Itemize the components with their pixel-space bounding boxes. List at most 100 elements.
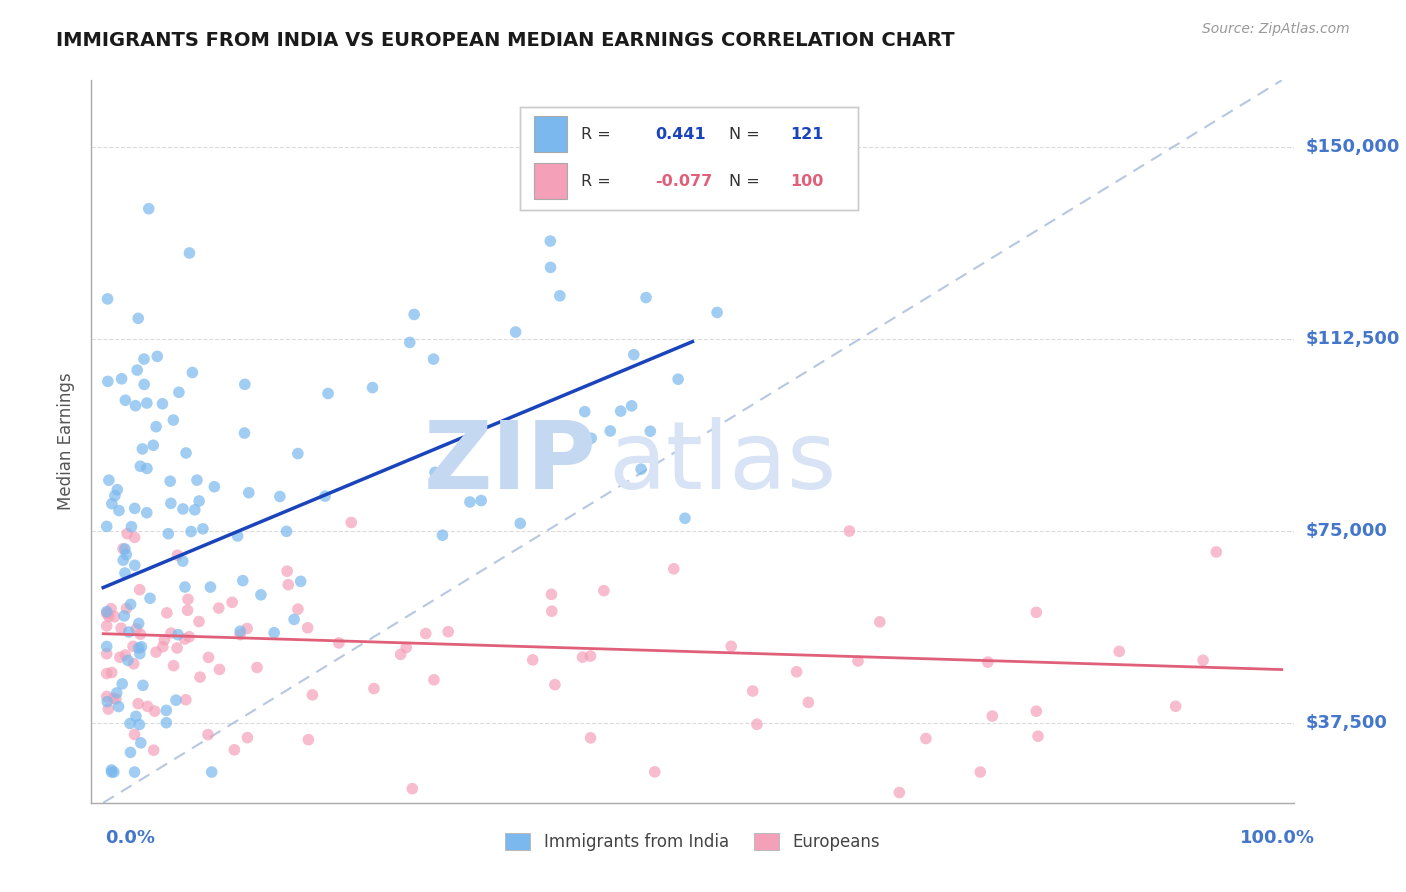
Point: [579, 648, 602, 663]
Point: [124, 501, 146, 516]
Point: [720, 640, 742, 654]
Point: [250, 588, 273, 602]
Point: [167, 628, 190, 642]
Point: [100, 601, 122, 615]
Point: [135, 506, 157, 520]
Point: [297, 732, 319, 747]
Point: [233, 425, 256, 440]
Point: [197, 650, 219, 665]
Text: 121: 121: [790, 128, 824, 142]
Point: [120, 598, 142, 612]
Text: -0.077: -0.077: [655, 175, 713, 189]
Point: [224, 743, 246, 757]
Point: [97, 473, 120, 487]
Point: [111, 541, 134, 556]
Point: [415, 626, 437, 640]
Point: [505, 325, 527, 339]
Point: [287, 447, 309, 461]
Point: [128, 616, 150, 631]
Point: [741, 684, 763, 698]
Point: [96, 606, 118, 620]
Point: [290, 574, 312, 589]
Point: [136, 699, 159, 714]
Point: [96, 605, 118, 619]
Point: [423, 466, 446, 480]
Point: [846, 654, 869, 668]
Point: [100, 765, 122, 780]
Point: [110, 372, 132, 386]
Point: [129, 627, 152, 641]
Point: [114, 541, 136, 556]
Point: [115, 548, 138, 562]
Point: [112, 553, 135, 567]
Point: [173, 632, 195, 646]
Point: [395, 640, 418, 655]
Point: [232, 574, 254, 588]
Point: [108, 503, 131, 517]
Point: [401, 781, 423, 796]
Point: [246, 660, 269, 674]
Point: [172, 554, 194, 568]
Point: [105, 686, 128, 700]
Point: [592, 583, 614, 598]
Point: [145, 419, 167, 434]
Text: 100.0%: 100.0%: [1240, 829, 1315, 847]
Point: [544, 678, 567, 692]
Point: [179, 630, 201, 644]
Point: [122, 657, 145, 671]
Point: [432, 528, 454, 542]
Point: [97, 607, 120, 621]
Point: [634, 291, 657, 305]
Point: [103, 691, 125, 706]
Point: [138, 202, 160, 216]
Point: [263, 625, 285, 640]
Point: [236, 622, 259, 636]
Point: [1025, 704, 1047, 718]
Point: [136, 461, 159, 475]
Point: [132, 352, 155, 367]
Point: [160, 496, 183, 510]
Point: [111, 677, 134, 691]
Point: [96, 519, 118, 533]
Point: [889, 786, 911, 800]
Point: [166, 640, 188, 655]
Text: 0.441: 0.441: [655, 128, 706, 142]
Point: [124, 399, 146, 413]
Point: [179, 246, 201, 260]
Point: [191, 522, 214, 536]
Point: [915, 731, 938, 746]
Point: [134, 377, 156, 392]
Point: [706, 305, 728, 319]
Point: [201, 765, 224, 780]
Point: [100, 763, 122, 777]
Point: [104, 489, 127, 503]
Point: [105, 483, 128, 497]
Point: [1192, 653, 1215, 667]
Point: [797, 695, 820, 709]
Point: [114, 393, 136, 408]
Point: [548, 289, 571, 303]
Point: [135, 396, 157, 410]
Point: [579, 731, 602, 745]
Point: [226, 529, 249, 543]
Point: [96, 690, 118, 704]
Text: R =: R =: [581, 175, 616, 189]
Point: [229, 624, 252, 639]
Point: [838, 524, 860, 538]
Point: [287, 602, 309, 616]
Point: [197, 728, 219, 742]
Point: [458, 495, 481, 509]
Point: [314, 489, 336, 503]
Point: [540, 604, 562, 618]
Point: [422, 352, 444, 367]
Point: [166, 548, 188, 562]
Point: [124, 530, 146, 544]
Point: [115, 601, 138, 615]
Point: [221, 595, 243, 609]
Point: [620, 399, 643, 413]
Text: Source: ZipAtlas.com: Source: ZipAtlas.com: [1202, 22, 1350, 37]
Point: [869, 615, 891, 629]
Point: [579, 431, 602, 445]
Point: [283, 612, 305, 626]
Point: [981, 709, 1004, 723]
